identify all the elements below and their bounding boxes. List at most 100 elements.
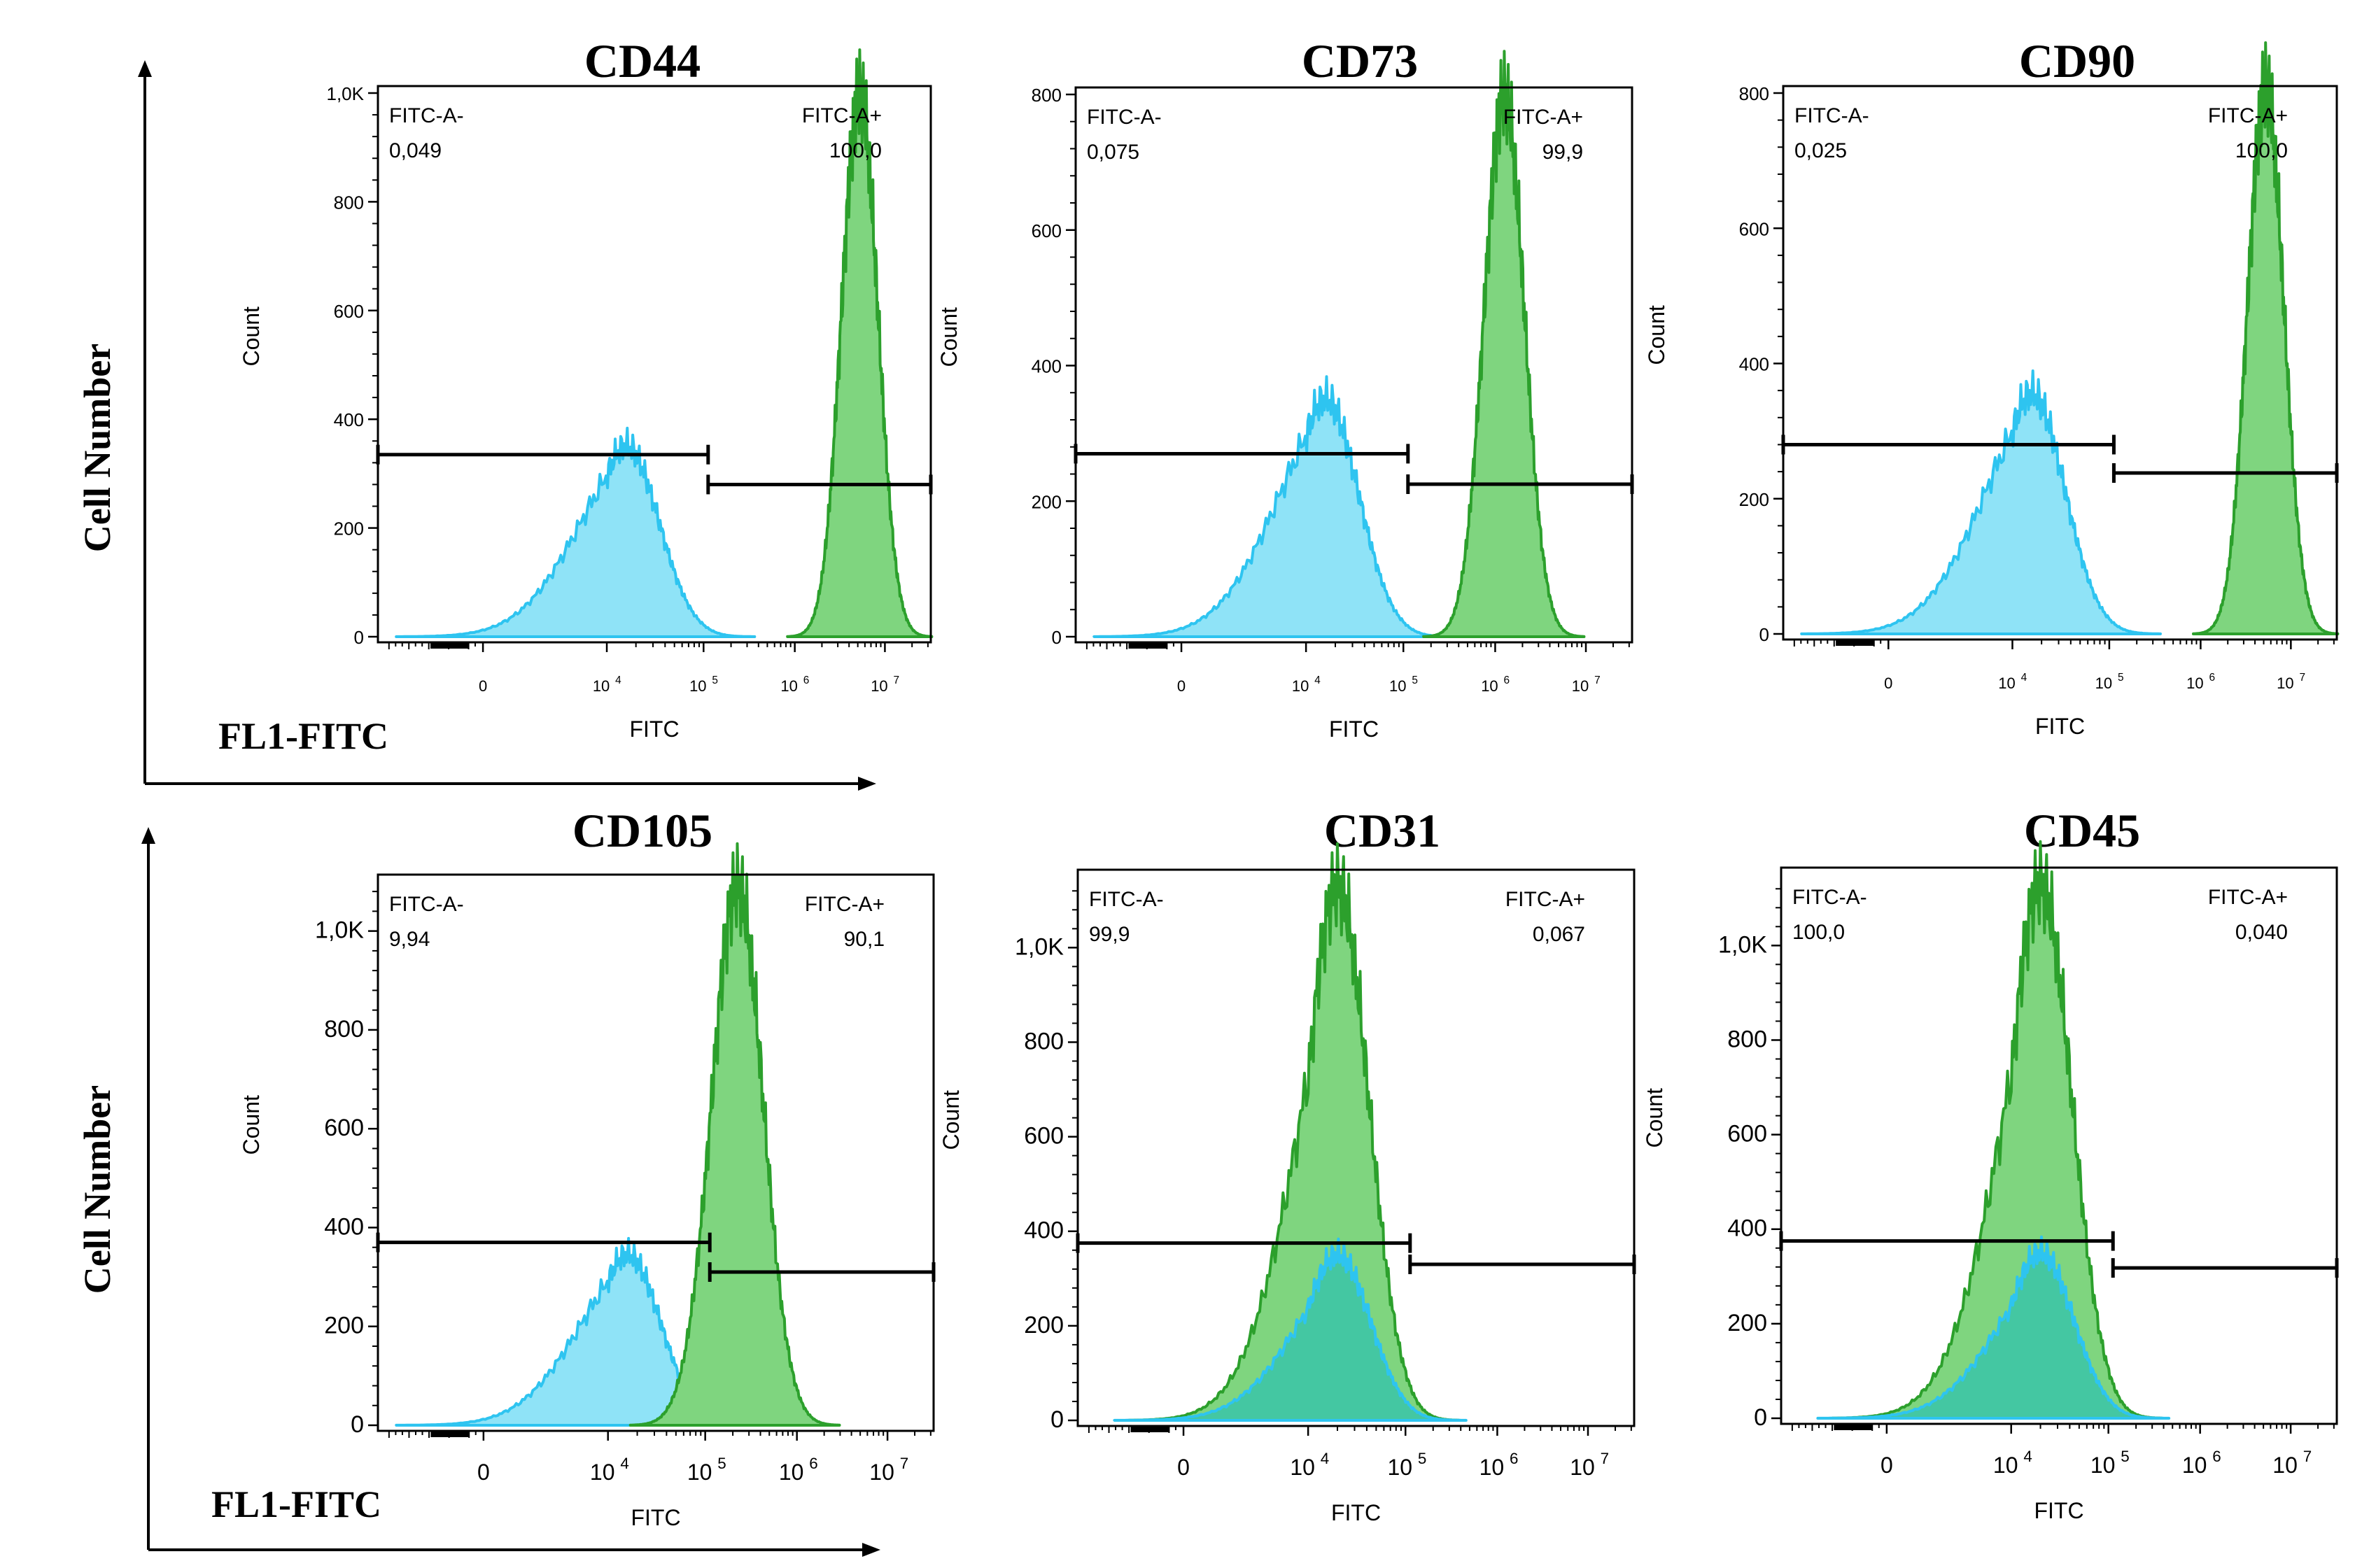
y-tick-label: 0 — [354, 627, 364, 648]
x-axis-label: FITC — [631, 1505, 680, 1530]
y-tick-label: 0 — [1759, 624, 1769, 645]
row2-x-axis-label: FL1-FITC — [211, 1483, 381, 1525]
y-axis-label: Count — [1644, 305, 1669, 365]
x-tick-label: 10 — [1572, 677, 1589, 695]
gate-label: FITC-A- — [389, 893, 464, 916]
gate-label: FITC-A- — [1089, 888, 1164, 911]
y-tick-label: 600 — [1727, 1121, 1767, 1147]
gate-label: FITC-A+ — [1503, 106, 1583, 129]
x-tick-label: 10 — [2182, 1453, 2207, 1478]
x-tick-label: 10 — [2272, 1453, 2298, 1478]
gate-percent: 0,040 — [2235, 921, 2288, 944]
y-tick-label: 400 — [1739, 354, 1769, 375]
histogram-stained — [786, 48, 934, 638]
gate-label: FITC-A- — [1792, 886, 1867, 909]
x-axis-label: FITC — [2035, 714, 2085, 739]
y-tick-label: 200 — [1739, 489, 1769, 510]
gate-percent: 90,1 — [844, 928, 885, 951]
y-tick-label: 0 — [1050, 1406, 1064, 1433]
histogram-isotype-control — [1113, 1237, 1468, 1422]
y-tick-label: 800 — [1739, 83, 1769, 104]
x-tick-label: 0 — [477, 1460, 490, 1485]
panel-cd105: CD105 0 200 400 600 800 1,0K Count 0 10 4 10 5 10 6 10 7… — [239, 804, 936, 1530]
panel-title: CD31 — [1324, 804, 1440, 857]
x-tick-label: 10 — [2277, 674, 2293, 692]
x-tick-label: 10 — [1570, 1455, 1595, 1480]
panel-title: CD105 — [572, 804, 712, 857]
y-tick-label: 600 — [1032, 220, 1062, 241]
histogram-isotype-control — [1092, 375, 1456, 638]
plot-frame — [377, 85, 932, 644]
y-tick-label: 200 — [1727, 1310, 1767, 1336]
x-axis-label: FITC — [1329, 716, 1379, 742]
y-tick-label: 200 — [334, 518, 364, 539]
gate-percent: 0,049 — [389, 139, 442, 162]
gate-percent: 0,025 — [1794, 139, 1847, 162]
x-tick-exponent: 5 — [1418, 1450, 1426, 1467]
histogram-isotype-control — [1816, 1235, 2171, 1420]
gate-label: FITC-A+ — [1505, 888, 1585, 911]
x-tick-exponent: 6 — [2212, 1448, 2221, 1465]
x-tick-label: 10 — [780, 677, 797, 695]
y-axis-label: Count — [939, 1090, 964, 1150]
x-tick-label: 10 — [689, 677, 706, 695]
x-tick-exponent: 4 — [620, 1455, 628, 1472]
x-tick-label: 10 — [2095, 674, 2112, 692]
x-zero-tick-cluster — [1834, 1424, 1874, 1430]
y-tick-label: 400 — [1024, 1217, 1064, 1244]
x-tick-exponent: 7 — [1601, 1450, 1609, 1467]
y-tick-label: 200 — [1032, 491, 1062, 512]
gate-label: FITC-A+ — [802, 104, 882, 127]
gate-label: FITC-A- — [389, 104, 464, 127]
panel-title: CD45 — [2024, 804, 2140, 857]
histogram-stained — [1127, 842, 1461, 1422]
x-tick-exponent: 7 — [2303, 1448, 2312, 1465]
x-tick-exponent: 4 — [1314, 674, 1321, 686]
x-tick-label: 10 — [1389, 677, 1406, 695]
histogram-isotype-control — [395, 426, 757, 638]
row1-x-axis-arrow — [858, 777, 876, 791]
x-tick-exponent: 5 — [712, 674, 718, 686]
gate-percent: 99,9 — [1542, 141, 1583, 164]
panel-cd90: CD90 0 200 400 600 800 Count 0 10 4 10 5 10 6 10 7 FITC F… — [1644, 34, 2340, 739]
gate-percent: 0,075 — [1087, 141, 1139, 164]
y-tick-label: 600 — [324, 1115, 364, 1141]
histogram-stained — [2191, 41, 2340, 635]
x-tick-exponent: 7 — [894, 674, 900, 686]
x-zero-tick-cluster — [430, 642, 470, 649]
x-tick-exponent: 5 — [2121, 1448, 2129, 1465]
gate-label: FITC-A- — [1794, 104, 1869, 127]
row2-x-axis-arrow — [862, 1543, 880, 1557]
gate-percent: 100,0 — [2235, 139, 2288, 162]
panel-title: CD44 — [584, 34, 701, 87]
y-tick-label: 800 — [324, 1016, 364, 1043]
x-tick-label: 10 — [2090, 1453, 2116, 1478]
x-tick-exponent: 7 — [1594, 674, 1601, 686]
y-tick-label: 400 — [324, 1213, 364, 1240]
panel-title: CD90 — [2019, 34, 2135, 87]
x-tick-exponent: 5 — [2118, 672, 2124, 684]
gate-label: FITC-A+ — [2208, 104, 2288, 127]
y-tick-label: 200 — [324, 1313, 364, 1339]
y-tick-label: 600 — [1739, 218, 1769, 239]
row2-y-axis-label: Cell Number — [76, 1085, 118, 1294]
x-tick-label: 0 — [479, 677, 487, 695]
x-tick-label: 10 — [779, 1460, 804, 1485]
y-tick-label: 1,0K — [327, 83, 365, 104]
y-axis-label: Count — [936, 307, 962, 367]
row1-y-axis-label: Cell Number — [76, 344, 118, 552]
panel-cd44: CD44 0 200 400 600 800 1,0K Count 0 10 4 10 5 10 6 10 7 F… — [239, 34, 934, 742]
y-axis-label: Count — [239, 306, 264, 367]
y-axis-label: Count — [1642, 1088, 1667, 1148]
x-zero-tick-cluster — [430, 1431, 470, 1437]
y-tick-label: 200 — [1024, 1312, 1064, 1339]
x-tick-exponent: 4 — [2023, 1448, 2032, 1465]
plot-frame — [1076, 868, 1636, 1427]
plot-frame — [377, 873, 935, 1432]
gate-percent: 100,0 — [1792, 921, 1845, 944]
row1-outer-axes: Cell Number FL1-FITC — [76, 60, 876, 791]
x-tick-exponent: 6 — [2209, 672, 2216, 684]
y-tick-label: 600 — [334, 301, 364, 322]
y-tick-label: 800 — [1032, 85, 1062, 106]
